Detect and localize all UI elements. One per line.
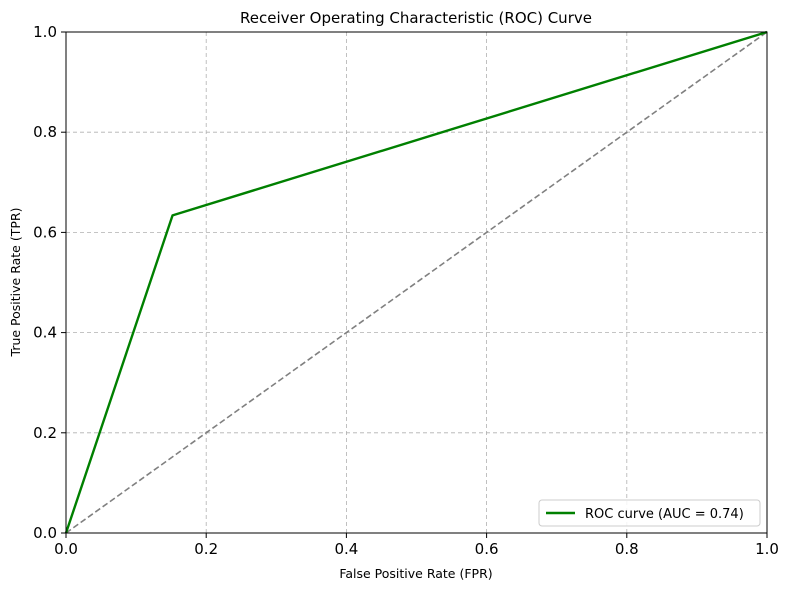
legend-label-roc-curve: ROC curve (AUC = 0.74) [585,507,744,522]
x-tick-label: 0.6 [475,540,499,558]
legend: ROC curve (AUC = 0.74) [538,499,761,527]
x-tick-label: 0.8 [615,540,639,558]
legend-box [538,499,761,527]
x-axis-label: False Positive Rate (FPR) [339,566,492,581]
y-tick-label: 0.0 [33,524,57,542]
x-tick-label: 0.2 [194,540,218,558]
chart-title: Receiver Operating Characteristic (ROC) … [240,9,592,27]
axis-ticks: 0.0 0.2 0.4 0.6 0.8 1.0 0.0 0.2 0.4 0.6 0.8 1.0 [33,23,779,558]
chance-diagonal-line [65,31,768,534]
x-tick-label: 0.0 [54,540,78,558]
y-tick-label: 1.0 [33,23,57,41]
plot-area-frame [65,31,768,534]
series-lines [64,30,768,534]
x-tick-label: 0.4 [334,540,358,558]
y-axis-label: True Positive Rate (TPR) [8,208,23,358]
roc-curve-line [64,30,768,534]
y-tick-label: 0.6 [33,223,57,241]
x-tick-label: 1.0 [755,540,779,558]
y-tick-label: 0.2 [33,424,57,442]
y-tick-label: 0.4 [33,324,57,342]
y-tick-label: 0.8 [33,123,57,141]
